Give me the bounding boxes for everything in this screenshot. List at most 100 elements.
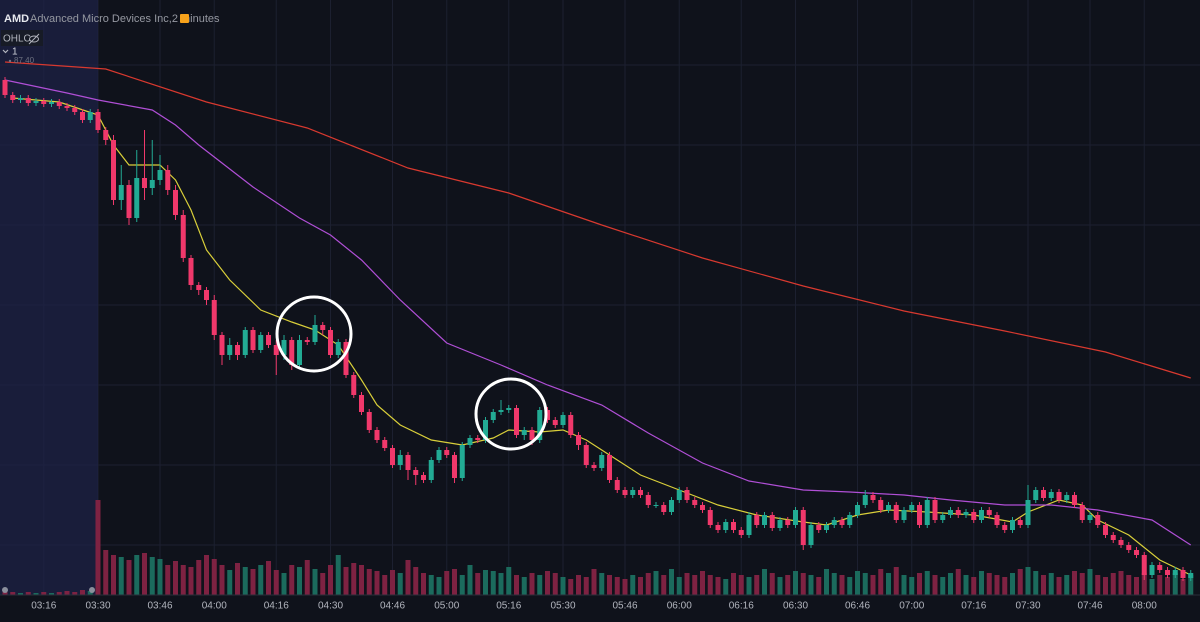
volume-bar	[909, 577, 915, 595]
volume-bar	[1010, 573, 1015, 595]
status-icon[interactable]	[180, 14, 189, 23]
candle-body	[622, 490, 628, 495]
candle-body	[72, 108, 78, 112]
candle-body	[808, 525, 814, 545]
candle-body	[552, 420, 558, 425]
candle-body	[684, 490, 690, 500]
volume-bar	[1126, 575, 1132, 595]
volume-bar	[436, 577, 442, 595]
candle-body	[645, 495, 651, 505]
candle-body	[211, 300, 217, 335]
collapse-arrow[interactable]	[2, 49, 9, 54]
volume-bar	[149, 557, 155, 595]
candle-body	[196, 285, 202, 290]
candle-body	[940, 515, 946, 520]
time-label: 05:30	[550, 601, 575, 612]
candle-body	[351, 375, 357, 395]
volume-bar	[723, 579, 729, 595]
volume-bar	[568, 579, 574, 595]
volume-bar	[971, 577, 977, 595]
volume-bar	[227, 570, 233, 595]
volume-bar	[134, 555, 140, 595]
candle-body	[328, 330, 333, 355]
time-label: 06:16	[729, 601, 754, 612]
volume-bar	[940, 577, 946, 595]
candle-body	[599, 455, 605, 468]
candle-body	[1118, 540, 1124, 545]
candle-body	[266, 335, 271, 345]
volume-bar	[591, 569, 597, 595]
eye	[29, 35, 39, 43]
candle-body	[366, 412, 372, 430]
candle-body	[297, 340, 302, 365]
candle-body	[816, 525, 822, 530]
candle-body	[1025, 500, 1031, 525]
volume-bar	[374, 571, 380, 595]
volume-bar	[948, 573, 953, 595]
candle-body	[746, 515, 752, 535]
volume-bar	[273, 570, 279, 595]
time-label: 05:00	[434, 601, 459, 612]
candle-body	[304, 340, 310, 342]
volume-bar	[235, 563, 240, 595]
time-label: 07:00	[899, 601, 924, 612]
volume-bar	[111, 555, 116, 595]
volume-bar	[1118, 571, 1124, 595]
candle-body	[204, 290, 209, 300]
volume-bar	[405, 560, 411, 595]
volume-bar	[359, 565, 364, 595]
candle-body	[630, 490, 636, 495]
volume-bar	[204, 555, 209, 595]
volume-bar	[452, 569, 457, 595]
volume-pane	[2, 500, 1194, 595]
description: Advanced Micro Devices Inc,2 minutes	[30, 13, 220, 25]
volume-bar	[800, 573, 806, 595]
volume-bar	[862, 573, 868, 595]
volume-bar	[599, 573, 605, 595]
candle-body	[1017, 520, 1023, 525]
hide-icon[interactable]	[28, 33, 40, 45]
candle-body	[777, 520, 783, 528]
volume-bar	[955, 569, 961, 595]
highlight-circle	[474, 377, 548, 451]
volume-bar	[196, 560, 202, 595]
candle-body	[1002, 525, 1008, 530]
candle-body	[1165, 570, 1170, 575]
candle-body	[591, 465, 597, 468]
volume-bar	[731, 573, 736, 595]
volume-bar	[684, 573, 690, 595]
candle-body	[459, 445, 465, 478]
volume-bar	[545, 571, 550, 595]
candle-body	[514, 408, 519, 435]
candle-body	[785, 520, 791, 525]
candle-body	[1141, 555, 1147, 575]
volume-bar	[1087, 569, 1093, 595]
volume-bar	[142, 553, 147, 595]
candle-body	[475, 438, 481, 440]
price-label: 87.40	[14, 56, 35, 65]
volume-bar	[1048, 573, 1054, 595]
volume-bar	[901, 575, 907, 595]
volume-bar	[126, 560, 132, 595]
volume-bar	[831, 573, 837, 595]
time-label: 05:46	[612, 601, 637, 612]
candle-body	[963, 512, 969, 515]
volume-bar	[95, 500, 101, 595]
candle-body	[64, 106, 70, 108]
volume-bar	[343, 567, 349, 595]
candle-body	[614, 480, 620, 490]
indicator-count: 1	[12, 47, 18, 58]
candle-body	[901, 510, 907, 520]
candle-body	[855, 505, 860, 515]
candle-body	[676, 490, 682, 500]
volume-bar	[180, 565, 186, 595]
candle-body	[1134, 550, 1139, 555]
volume-bar	[157, 559, 163, 595]
volume-bar	[1172, 573, 1178, 595]
time-label: 06:30	[783, 601, 808, 612]
time-axis	[0, 595, 1200, 622]
candle-body	[157, 170, 163, 180]
volume-bar	[847, 577, 853, 595]
volume-bar	[886, 573, 891, 595]
candle-body	[80, 112, 85, 120]
